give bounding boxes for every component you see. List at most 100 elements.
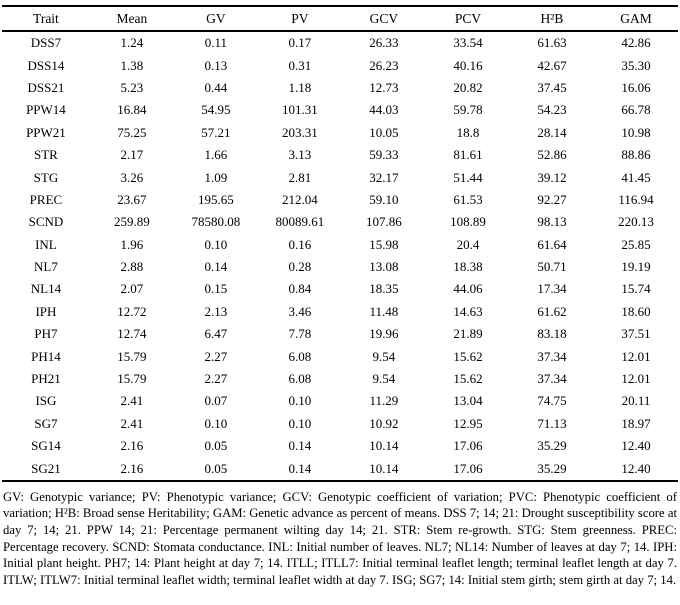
value-cell: 44.03 <box>369 102 399 118</box>
value-cell: 220.13 <box>618 214 654 230</box>
value-cell: 83.18 <box>537 326 567 342</box>
trait-cell: PH7 <box>34 326 58 342</box>
value-cell: 52.86 <box>537 147 567 163</box>
value-cell: 35.29 <box>537 438 567 454</box>
column-header-gv: GV <box>206 10 226 26</box>
value-cell: 3.26 <box>120 169 144 185</box>
value-cell: 12.40 <box>621 460 651 476</box>
table-row: SG14 2.16 0.05 0.14 10.14 17.06 35.29 12.40 <box>2 435 678 457</box>
value-cell: 9.54 <box>372 371 396 387</box>
value-cell: 37.34 <box>537 371 567 387</box>
value-cell: 21.89 <box>453 326 483 342</box>
trait-cell: DSS7 <box>30 35 62 51</box>
trait-cell: IPH <box>35 303 57 319</box>
trait-cell: PH21 <box>31 371 61 387</box>
value-cell: 39.12 <box>537 169 567 185</box>
value-cell: 2.17 <box>120 147 144 163</box>
value-cell: 51.44 <box>453 169 483 185</box>
column-header-pcv: PCV <box>454 10 482 26</box>
value-cell: 0.10 <box>288 415 312 431</box>
table-row: PPW14 16.84 54.95 101.31 44.03 59.78 54.23 66.7… <box>2 99 678 121</box>
value-cell: 0.14 <box>288 438 312 454</box>
trait-cell: PPW21 <box>26 124 66 140</box>
value-cell: 116.94 <box>618 191 654 207</box>
value-cell: 10.14 <box>369 460 399 476</box>
value-cell: 0.10 <box>204 415 228 431</box>
value-cell: 12.72 <box>117 303 147 319</box>
trait-cell: ISG <box>35 393 57 409</box>
table-row: STR 2.17 1.66 3.13 59.33 81.61 52.86 88.86 <box>2 144 678 166</box>
value-cell: 20.11 <box>621 393 651 409</box>
table-row: SCND 259.89 78580.08 80089.61 107.86 108.89 98… <box>2 211 678 233</box>
value-cell: 15.62 <box>453 348 483 364</box>
value-cell: 74.75 <box>537 393 567 409</box>
value-cell: 35.29 <box>537 460 567 476</box>
value-cell: 6.47 <box>204 326 228 342</box>
trait-cell: NL7 <box>34 259 58 275</box>
value-cell: 35.30 <box>621 57 651 73</box>
value-cell: 0.17 <box>288 35 312 51</box>
table-row: DSS7 1.24 0.11 0.17 26.33 33.54 61.63 42.86 <box>2 31 678 54</box>
value-cell: 13.04 <box>453 393 483 409</box>
value-cell: 2.16 <box>120 460 144 476</box>
trait-cell: SG7 <box>34 415 58 431</box>
value-cell: 81.61 <box>453 147 483 163</box>
table-row: SG7 2.41 0.10 0.10 10.92 12.95 71.13 18.97 <box>2 413 678 435</box>
value-cell: 50.71 <box>537 259 567 275</box>
value-cell: 15.79 <box>117 348 147 364</box>
value-cell: 10.14 <box>369 438 399 454</box>
value-cell: 59.33 <box>369 147 399 163</box>
table-row: SG21 2.16 0.05 0.14 10.14 17.06 35.29 12.40 <box>2 457 678 480</box>
value-cell: 88.86 <box>621 147 651 163</box>
value-cell: 1.96 <box>120 236 144 252</box>
value-cell: 17.06 <box>453 460 483 476</box>
value-cell: 37.34 <box>537 348 567 364</box>
value-cell: 33.54 <box>453 35 483 51</box>
value-cell: 259.89 <box>114 214 150 230</box>
value-cell: 1.18 <box>288 79 312 95</box>
column-header-pv: PV <box>291 10 309 26</box>
value-cell: 20.4 <box>456 236 480 252</box>
value-cell: 0.07 <box>204 393 228 409</box>
value-cell: 10.05 <box>369 124 399 140</box>
value-cell: 11.29 <box>369 393 399 409</box>
value-cell: 108.89 <box>450 214 486 230</box>
value-cell: 42.86 <box>621 35 651 51</box>
value-cell: 7.78 <box>288 326 312 342</box>
value-cell: 66.78 <box>621 102 651 118</box>
trait-cell: INL <box>35 236 57 252</box>
value-cell: 18.38 <box>453 259 483 275</box>
value-cell: 61.64 <box>537 236 567 252</box>
trait-statistics-table: Trait Mean GV PV GCV PCV H²B GAM DSS7 1.24 0.11 0.… <box>2 5 678 482</box>
column-header-gcv: GCV <box>369 10 399 26</box>
value-cell: 1.09 <box>204 169 228 185</box>
value-cell: 6.08 <box>288 371 312 387</box>
value-cell: 2.13 <box>204 303 228 319</box>
value-cell: 42.67 <box>537 57 567 73</box>
trait-cell: PH14 <box>31 348 61 364</box>
value-cell: 15.62 <box>453 371 483 387</box>
trait-cell: SG14 <box>31 438 61 454</box>
value-cell: 75.25 <box>117 124 147 140</box>
value-cell: 15.98 <box>369 236 399 252</box>
table-row: NL7 2.88 0.14 0.28 13.08 18.38 50.71 19.19 <box>2 256 678 278</box>
value-cell: 12.73 <box>369 79 399 95</box>
value-cell: 5.23 <box>120 79 144 95</box>
value-cell: 40.16 <box>453 57 483 73</box>
table-row: STG 3.26 1.09 2.81 32.17 51.44 39.12 41.45 <box>2 166 678 188</box>
value-cell: 59.10 <box>369 191 399 207</box>
value-cell: 59.78 <box>453 102 483 118</box>
value-cell: 203.31 <box>282 124 318 140</box>
value-cell: 12.01 <box>621 348 651 364</box>
trait-cell: PREC <box>29 191 63 207</box>
value-cell: 14.63 <box>453 303 483 319</box>
value-cell: 3.46 <box>288 303 312 319</box>
value-cell: 41.45 <box>621 169 651 185</box>
value-cell: 0.11 <box>204 35 228 51</box>
value-cell: 26.23 <box>369 57 399 73</box>
value-cell: 57.21 <box>201 124 231 140</box>
table-row: PH7 12.74 6.47 7.78 19.96 21.89 83.18 37.51 <box>2 323 678 345</box>
value-cell: 26.33 <box>369 35 399 51</box>
column-header-hb: H²B <box>540 10 564 26</box>
